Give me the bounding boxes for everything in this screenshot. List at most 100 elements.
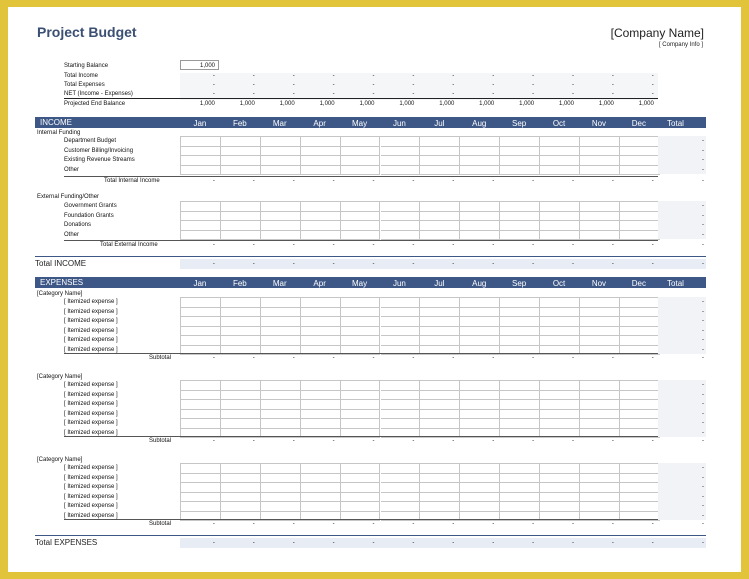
input-cell[interactable] [460, 336, 501, 346]
input-cell[interactable] [420, 202, 461, 212]
input-cell[interactable] [420, 345, 461, 355]
input-cell[interactable] [220, 317, 261, 327]
input-cell[interactable] [260, 464, 301, 474]
input-cell[interactable] [540, 400, 580, 410]
input-cell[interactable] [580, 400, 620, 410]
input-cell[interactable] [300, 502, 341, 512]
input-cell[interactable] [260, 146, 301, 156]
input-cell[interactable] [220, 202, 261, 212]
input-cell[interactable] [619, 317, 660, 327]
input-cell[interactable] [340, 419, 381, 429]
input-cell[interactable] [340, 317, 381, 327]
input-cell[interactable] [580, 483, 620, 493]
input-cell[interactable] [540, 502, 580, 512]
input-cell[interactable] [380, 428, 421, 438]
input-cell[interactable] [540, 307, 580, 317]
input-cell[interactable] [340, 202, 381, 212]
input-cell[interactable] [380, 156, 421, 166]
input-cell[interactable] [300, 211, 341, 221]
input-cell[interactable] [460, 137, 501, 147]
input-cell[interactable] [460, 156, 501, 166]
input-cell[interactable] [420, 298, 461, 308]
input-cell[interactable] [340, 511, 381, 521]
input-cell[interactable] [500, 473, 541, 483]
input-cell[interactable] [540, 428, 580, 438]
input-cell[interactable] [380, 492, 421, 502]
input-cell[interactable] [340, 137, 381, 147]
input-cell[interactable] [460, 211, 501, 221]
input-cell[interactable] [380, 317, 421, 327]
input-cell[interactable] [420, 137, 461, 147]
input-cell[interactable] [420, 326, 461, 336]
input-cell[interactable] [220, 502, 261, 512]
input-cell[interactable] [460, 307, 501, 317]
input-cell[interactable] [300, 307, 341, 317]
input-cell[interactable] [580, 336, 620, 346]
input-cell[interactable] [220, 345, 261, 355]
input-cell[interactable] [260, 307, 301, 317]
input-cell[interactable] [460, 502, 501, 512]
input-cell[interactable] [220, 511, 261, 521]
input-cell[interactable] [181, 428, 221, 438]
input-cell[interactable] [300, 317, 341, 327]
input-cell[interactable] [220, 464, 261, 474]
input-cell[interactable] [619, 336, 660, 346]
input-cell[interactable] [340, 502, 381, 512]
input-cell[interactable] [540, 381, 580, 391]
input-cell[interactable] [500, 326, 541, 336]
input-cell[interactable] [300, 156, 341, 166]
input-cell[interactable] [500, 137, 541, 147]
input-cell[interactable] [181, 473, 221, 483]
input-cell[interactable] [540, 165, 580, 175]
input-cell[interactable] [380, 230, 421, 240]
input-cell[interactable] [619, 464, 660, 474]
input-cell[interactable] [580, 165, 620, 175]
input-cell[interactable] [420, 473, 461, 483]
input-cell[interactable] [540, 202, 580, 212]
input-cell[interactable] [420, 400, 461, 410]
input-cell[interactable] [300, 464, 341, 474]
input-cell[interactable] [181, 336, 221, 346]
input-cell[interactable] [580, 502, 620, 512]
input-cell[interactable] [300, 492, 341, 502]
input-cell[interactable] [380, 464, 421, 474]
input-cell[interactable] [181, 165, 221, 175]
input-cell[interactable] [460, 428, 501, 438]
input-cell[interactable] [619, 211, 660, 221]
input-cell[interactable] [619, 390, 660, 400]
input-cell[interactable] [619, 202, 660, 212]
input-cell[interactable] [260, 409, 301, 419]
input-cell[interactable] [420, 428, 461, 438]
input-cell[interactable] [260, 202, 301, 212]
input-cell[interactable] [460, 202, 501, 212]
input-cell[interactable] [340, 428, 381, 438]
input-cell[interactable] [380, 400, 421, 410]
input-cell[interactable] [260, 473, 301, 483]
input-cell[interactable] [619, 400, 660, 410]
input-cell[interactable] [380, 307, 421, 317]
input-cell[interactable] [500, 230, 541, 240]
input-cell[interactable] [181, 502, 221, 512]
input-cell[interactable] [619, 381, 660, 391]
input-cell[interactable] [380, 483, 421, 493]
input-cell[interactable] [580, 307, 620, 317]
input-cell[interactable] [460, 483, 501, 493]
input-cell[interactable] [500, 221, 541, 231]
input-cell[interactable] [420, 211, 461, 221]
input-cell[interactable] [500, 483, 541, 493]
input-cell[interactable] [460, 221, 501, 231]
input-cell[interactable] [380, 165, 421, 175]
input-cell[interactable] [380, 511, 421, 521]
input-cell[interactable] [380, 473, 421, 483]
input-cell[interactable] [580, 390, 620, 400]
input-cell[interactable] [260, 221, 301, 231]
input-cell[interactable] [220, 146, 261, 156]
input-cell[interactable] [619, 230, 660, 240]
input-cell[interactable] [220, 336, 261, 346]
input-cell[interactable] [540, 336, 580, 346]
input-cell[interactable] [500, 211, 541, 221]
input-cell[interactable] [380, 502, 421, 512]
input-cell[interactable] [260, 502, 301, 512]
input-cell[interactable] [181, 221, 221, 231]
input-cell[interactable] [619, 419, 660, 429]
